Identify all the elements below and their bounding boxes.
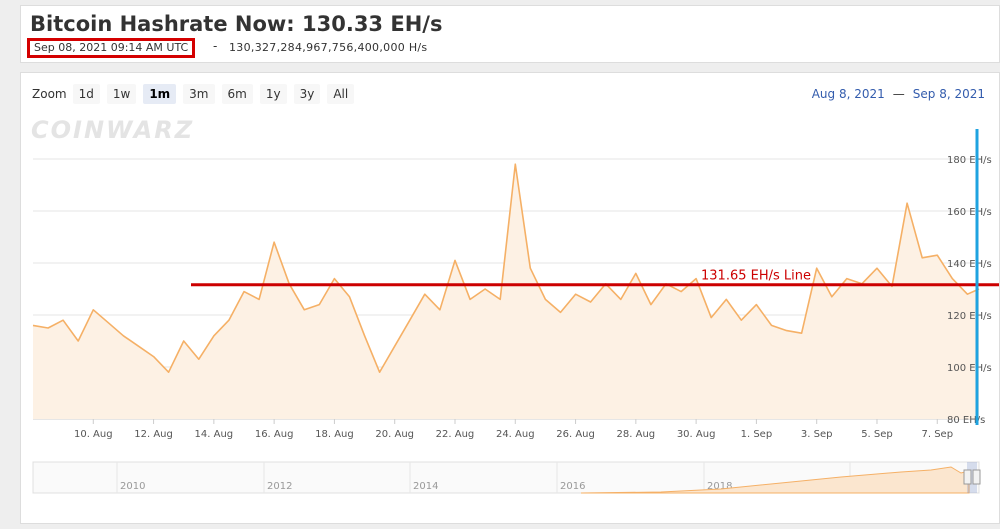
- header-card: Bitcoin Hashrate Now: 130.33 EH/s Sep 08…: [20, 5, 1000, 63]
- zoom-button-all[interactable]: All: [327, 84, 355, 104]
- date-range-from[interactable]: Aug 8, 2021: [811, 87, 885, 101]
- y-tick-label: 80 EH/s: [947, 415, 985, 426]
- zoom-bar: Zoom 1d 1w 1m 3m 6m 1y 3y All: [32, 84, 361, 104]
- zoom-button-6m[interactable]: 6m: [221, 84, 253, 104]
- navigator-year-label: 2012: [267, 481, 292, 492]
- y-tick-label: 120 EH/s: [947, 311, 992, 322]
- zoom-button-1d[interactable]: 1d: [72, 84, 100, 104]
- zoom-button-1y[interactable]: 1y: [259, 84, 287, 104]
- zoom-button-1m[interactable]: 1m: [143, 84, 177, 104]
- hashrate-chart[interactable]: 80 EH/s 100 EH/s 120 EH/s 140 EH/s 160 EH/s 1…: [21, 73, 999, 523]
- x-tick-label: 28. Aug: [617, 429, 656, 440]
- zoom-button-3y[interactable]: 3y: [293, 84, 321, 104]
- y-tick-label: 100 EH/s: [947, 363, 992, 374]
- zoom-button-1w[interactable]: 1w: [106, 84, 137, 104]
- timestamp-highlight: Sep 08, 2021 09:14 AM UTC: [27, 38, 196, 58]
- navigator-year-label: 2018: [707, 481, 732, 492]
- series-area: [32, 163, 980, 419]
- series-fill: [33, 164, 979, 419]
- x-tick-label: 26. Aug: [556, 429, 595, 440]
- navigator-year-label: 2014: [413, 481, 438, 492]
- reference-line-group: 131.65 EH/s Line: [191, 269, 999, 287]
- separator: -: [213, 39, 218, 53]
- zoom-button-3m[interactable]: 3m: [183, 84, 215, 104]
- x-tick-label: 20. Aug: [375, 429, 414, 440]
- x-tick-label: 3. Sep: [801, 429, 833, 440]
- y-tick-label: 180 EH/s: [947, 155, 992, 166]
- x-tick-label: 24. Aug: [496, 429, 535, 440]
- chart-panel: Zoom 1d 1w 1m 3m 6m 1y 3y All Aug 8, 202…: [20, 72, 1000, 524]
- date-range-dash: —: [892, 87, 905, 101]
- navigator-handle-left[interactable]: [963, 469, 972, 485]
- reference-line-label: 131.65 EH/s Line: [701, 269, 811, 284]
- x-tick-label: 12. Aug: [134, 429, 173, 440]
- date-range: Aug 8, 2021 — Sep 8, 2021: [812, 87, 985, 101]
- x-tick-label: 14. Aug: [195, 429, 234, 440]
- navigator-year-label: 2016: [560, 481, 585, 492]
- x-tick-label: 5. Sep: [861, 429, 893, 440]
- date-range-to[interactable]: Sep 8, 2021: [912, 87, 985, 101]
- x-tick-label: 22. Aug: [436, 429, 475, 440]
- hashrate-exact: 130,327,284,967,756,400,000 H/s: [229, 41, 428, 54]
- y-tick-label: 160 EH/s: [947, 207, 992, 218]
- navigator[interactable]: 201020122014201620182020: [32, 461, 981, 494]
- x-tick-label: 1. Sep: [741, 429, 773, 440]
- navigator-selection[interactable]: [967, 462, 977, 493]
- y-axis-ticks: 80 EH/s 100 EH/s 120 EH/s 140 EH/s 160 EH/s 1…: [947, 155, 992, 426]
- x-tick-label: 7. Sep: [921, 429, 953, 440]
- x-tick-label: 10. Aug: [74, 429, 113, 440]
- page-title: Bitcoin Hashrate Now: 130.33 EH/s: [30, 12, 443, 36]
- y-tick-label: 140 EH/s: [947, 259, 992, 270]
- x-tick-label: 30. Aug: [677, 429, 716, 440]
- x-tick-label: 16. Aug: [255, 429, 294, 440]
- zoom-label: Zoom: [32, 87, 67, 101]
- timestamp: Sep 08, 2021 09:14 AM UTC: [34, 41, 189, 54]
- x-tick-label: 18. Aug: [315, 429, 354, 440]
- navigator-handle-right[interactable]: [972, 469, 981, 485]
- series-line[interactable]: [32, 163, 980, 373]
- navigator-year-label: 2010: [120, 481, 145, 492]
- x-axis-ticks: 10. Aug 12. Aug 14. Aug 16. Aug 18. Aug 20. A…: [74, 419, 953, 440]
- coinwarz-watermark: COINWARZ: [31, 116, 195, 144]
